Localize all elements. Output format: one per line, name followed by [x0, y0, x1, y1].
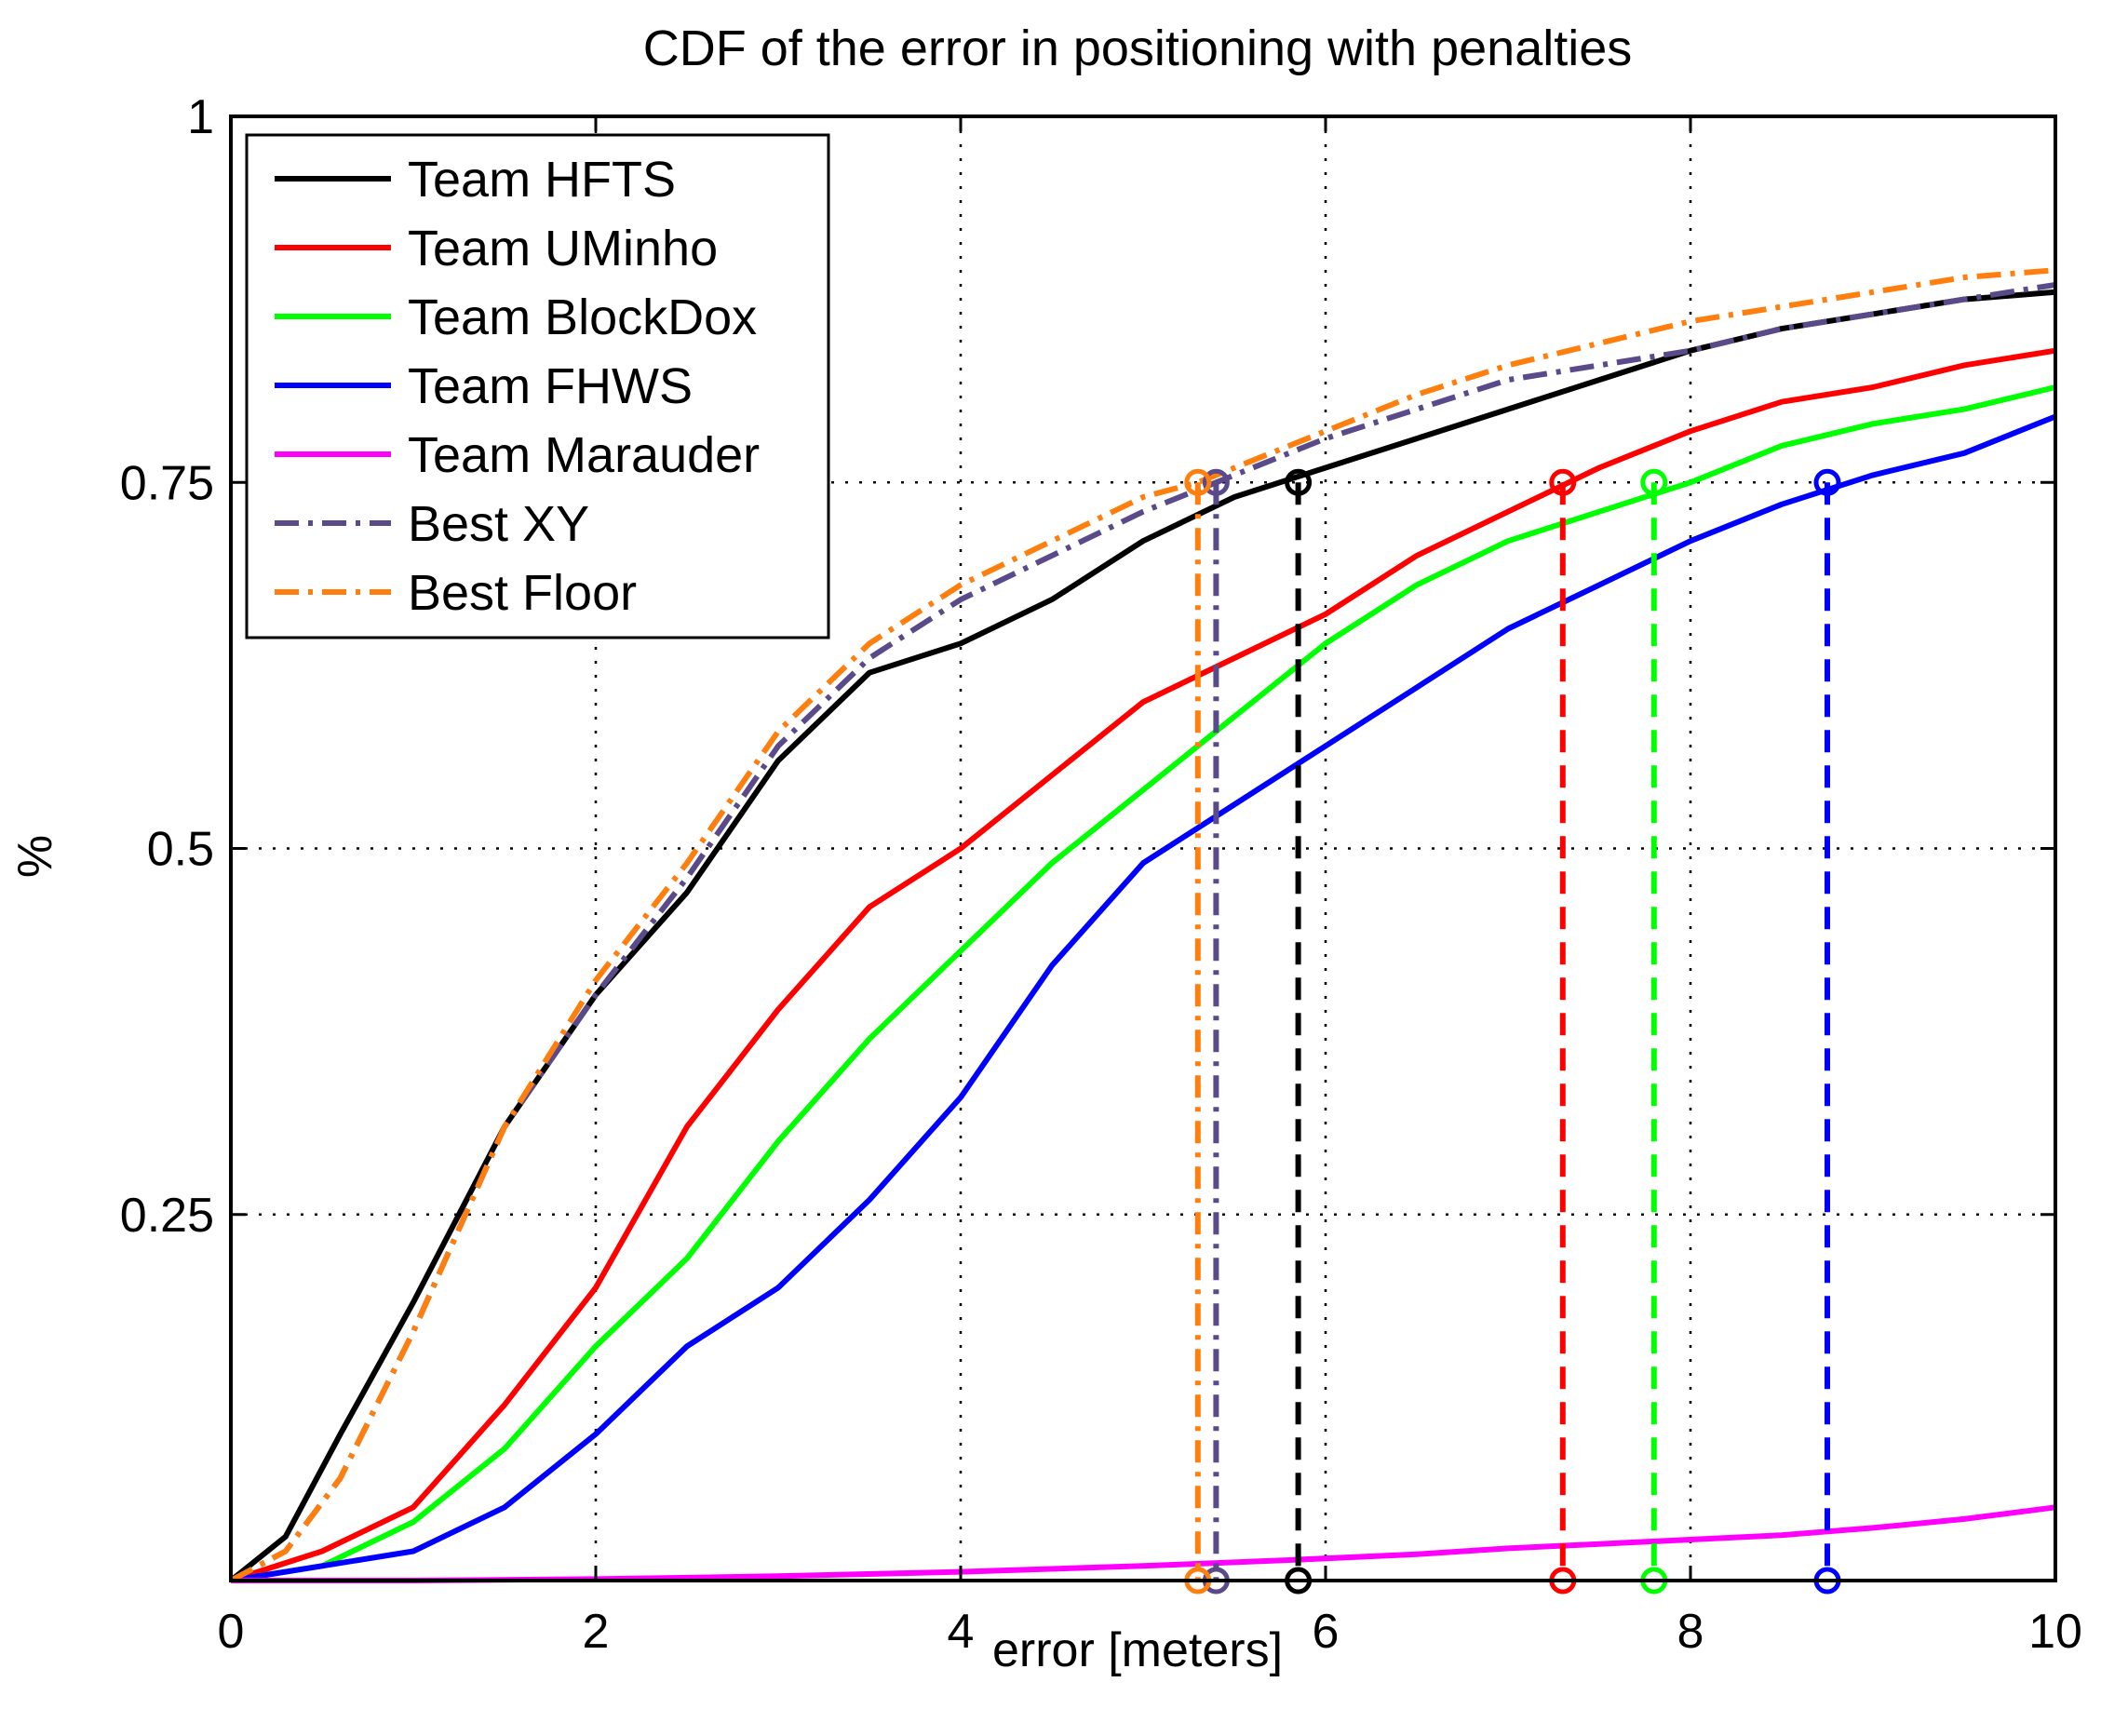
- x-tick-label: 0: [218, 1605, 245, 1659]
- p75-marker-team-fhws: [1813, 468, 1841, 496]
- axis-ticks: 0 2 4 6 8 10 0.25 0.5 0.75 1: [120, 90, 2082, 1659]
- y-axis-label: %: [8, 835, 62, 878]
- y-tick-label: 0.75: [120, 456, 214, 510]
- series-line-team-marauder: [231, 1504, 2056, 1583]
- y-tick-label: 1: [187, 90, 214, 144]
- series-line-team-blockdox: [230, 384, 2056, 1583]
- chart-title: CDF of the error in positioning with pen…: [643, 20, 1633, 76]
- x-tick-label: 8: [1677, 1605, 1704, 1659]
- series-line-team-uminho: [230, 347, 2056, 1583]
- legend-label-team-marauder: Team Marauder: [408, 427, 760, 483]
- y-tick-label: 0.25: [120, 1189, 214, 1243]
- legend-label-team-fhws: Team FHWS: [408, 358, 693, 414]
- x-tick-label: 4: [948, 1605, 975, 1659]
- p75-marker-team-blockdox: [1640, 468, 1668, 496]
- series-lines: [229, 267, 2057, 1583]
- legend-label-best-xy: Best XY: [408, 496, 589, 552]
- legend-label-team-blockdox: Team BlockDox: [408, 289, 757, 345]
- series-line-team-fhws: [230, 413, 2057, 1583]
- p75-marker-team-hfts: [1285, 468, 1313, 496]
- p75-marker-best-floor: [1184, 468, 1212, 496]
- legend-label-team-uminho: Team UMinho: [408, 221, 718, 276]
- p75-marker-team-uminho: [1549, 468, 1577, 496]
- series-line-team-hfts: [229, 289, 2056, 1583]
- legend-label-best-floor: Best Floor: [408, 565, 637, 621]
- x-tick-label: 2: [583, 1605, 610, 1659]
- x-tick-label: 10: [2028, 1605, 2082, 1659]
- legend: Team HFTS Team UMinho Team BlockDox Team FH…: [245, 133, 830, 639]
- series-line-best-floor: [229, 267, 2056, 1583]
- y-tick-label: 0.5: [147, 823, 214, 877]
- x-axis-label: error [meters]: [992, 1623, 1283, 1677]
- legend-label-team-hfts: Team HFTS: [408, 152, 676, 208]
- p75-marker-best-xy: [1202, 468, 1230, 496]
- x-tick-label: 6: [1313, 1605, 1340, 1659]
